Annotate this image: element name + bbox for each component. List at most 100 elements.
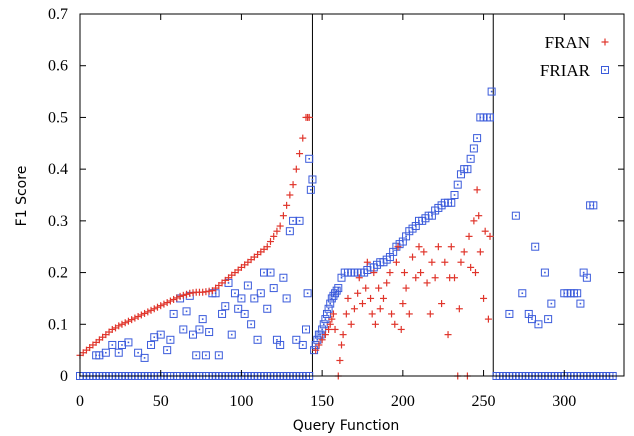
fran-point <box>338 341 346 349</box>
friar-point <box>486 113 495 122</box>
fran-point <box>321 331 329 339</box>
divider-lines <box>311 14 494 376</box>
fran-point <box>160 300 168 308</box>
fran-point <box>124 317 132 325</box>
friar-point <box>534 320 543 329</box>
legend-friar-marker <box>601 66 609 74</box>
fran-point <box>434 243 442 251</box>
friar-point <box>108 340 117 349</box>
fran-point <box>444 331 452 339</box>
fran-point <box>286 191 294 199</box>
fran-point <box>336 356 344 364</box>
fran-point <box>415 243 423 251</box>
legend: FRAN FRIAR <box>540 33 609 80</box>
fran-point <box>476 248 484 256</box>
fran-point <box>157 302 165 310</box>
friar-point <box>321 315 330 324</box>
friar-point <box>253 335 262 344</box>
data-points <box>76 87 617 380</box>
friar-point <box>279 273 288 282</box>
friar-point <box>447 198 456 207</box>
fran-point <box>375 284 383 292</box>
fran-point <box>183 290 191 298</box>
friar-point <box>589 201 598 210</box>
fran-point <box>331 325 339 333</box>
y-tick-label: 0.1 <box>48 316 68 333</box>
friar-point <box>332 286 341 295</box>
friar-point <box>292 335 301 344</box>
fran-point <box>276 222 284 230</box>
fran-point <box>367 294 375 302</box>
fran-point <box>299 134 307 142</box>
friar-point <box>303 289 312 298</box>
legend-label: FRIAR <box>540 61 591 80</box>
fran-point <box>486 232 494 240</box>
friar-point <box>124 338 133 347</box>
friar-point <box>285 227 294 236</box>
x-tick-label: 200 <box>391 393 415 410</box>
fran-point <box>480 294 488 302</box>
fran-point <box>376 305 384 313</box>
x-tick-label: 300 <box>552 393 576 410</box>
fran-point <box>457 258 465 266</box>
fran-point <box>144 308 152 316</box>
friar-point <box>163 346 172 355</box>
friar-point <box>301 325 310 334</box>
fran-point <box>420 248 428 256</box>
fran-point <box>354 289 362 297</box>
fran-point <box>465 232 473 240</box>
friar-point <box>473 134 482 143</box>
fran-point <box>471 269 479 277</box>
legend-label: FRAN <box>545 33 590 52</box>
fran-point <box>371 320 379 328</box>
fran-point <box>447 243 455 251</box>
fran-point <box>315 341 323 349</box>
fran-point <box>147 306 155 314</box>
fran-point <box>386 269 394 277</box>
friar-point <box>263 304 272 313</box>
friar-point <box>466 154 475 163</box>
friar-point <box>322 309 331 318</box>
friar-point <box>306 185 315 194</box>
x-tick-label: 100 <box>229 393 253 410</box>
plot-frame <box>79 13 625 377</box>
fran-point <box>370 269 378 277</box>
friar-point <box>260 268 269 277</box>
friar-point <box>334 284 343 293</box>
friar-point <box>117 340 126 349</box>
fran-point <box>318 336 326 344</box>
friar-point <box>198 315 207 324</box>
fran-point <box>428 258 436 266</box>
friar-point <box>282 294 291 303</box>
friar-point <box>276 340 285 349</box>
friar-point <box>221 302 230 311</box>
friar-point <box>266 268 275 277</box>
fran-point <box>484 315 492 323</box>
fran-point <box>426 310 434 318</box>
fran-point <box>363 258 371 266</box>
friar-point <box>250 294 259 303</box>
friar-point <box>147 340 156 349</box>
friar-point <box>326 299 335 308</box>
friar-point <box>289 216 298 225</box>
friar-point <box>214 351 223 360</box>
y-tick-label: 0.3 <box>48 213 68 230</box>
fran-point <box>118 320 126 328</box>
fran-point <box>173 294 181 302</box>
friar-point <box>218 309 227 318</box>
fran-point <box>326 320 334 328</box>
friar-point <box>227 330 236 339</box>
fran-point <box>131 314 139 322</box>
fran-point <box>470 217 478 225</box>
legend-fran-marker <box>601 38 609 46</box>
fran-point <box>153 303 161 311</box>
fran-point <box>266 238 274 246</box>
friar-point <box>511 211 520 220</box>
friar-point <box>298 340 307 349</box>
fran-point <box>423 279 431 287</box>
friar-point <box>166 335 175 344</box>
friar-point <box>518 289 527 298</box>
fran-point <box>273 227 281 235</box>
friar-point <box>243 281 252 290</box>
